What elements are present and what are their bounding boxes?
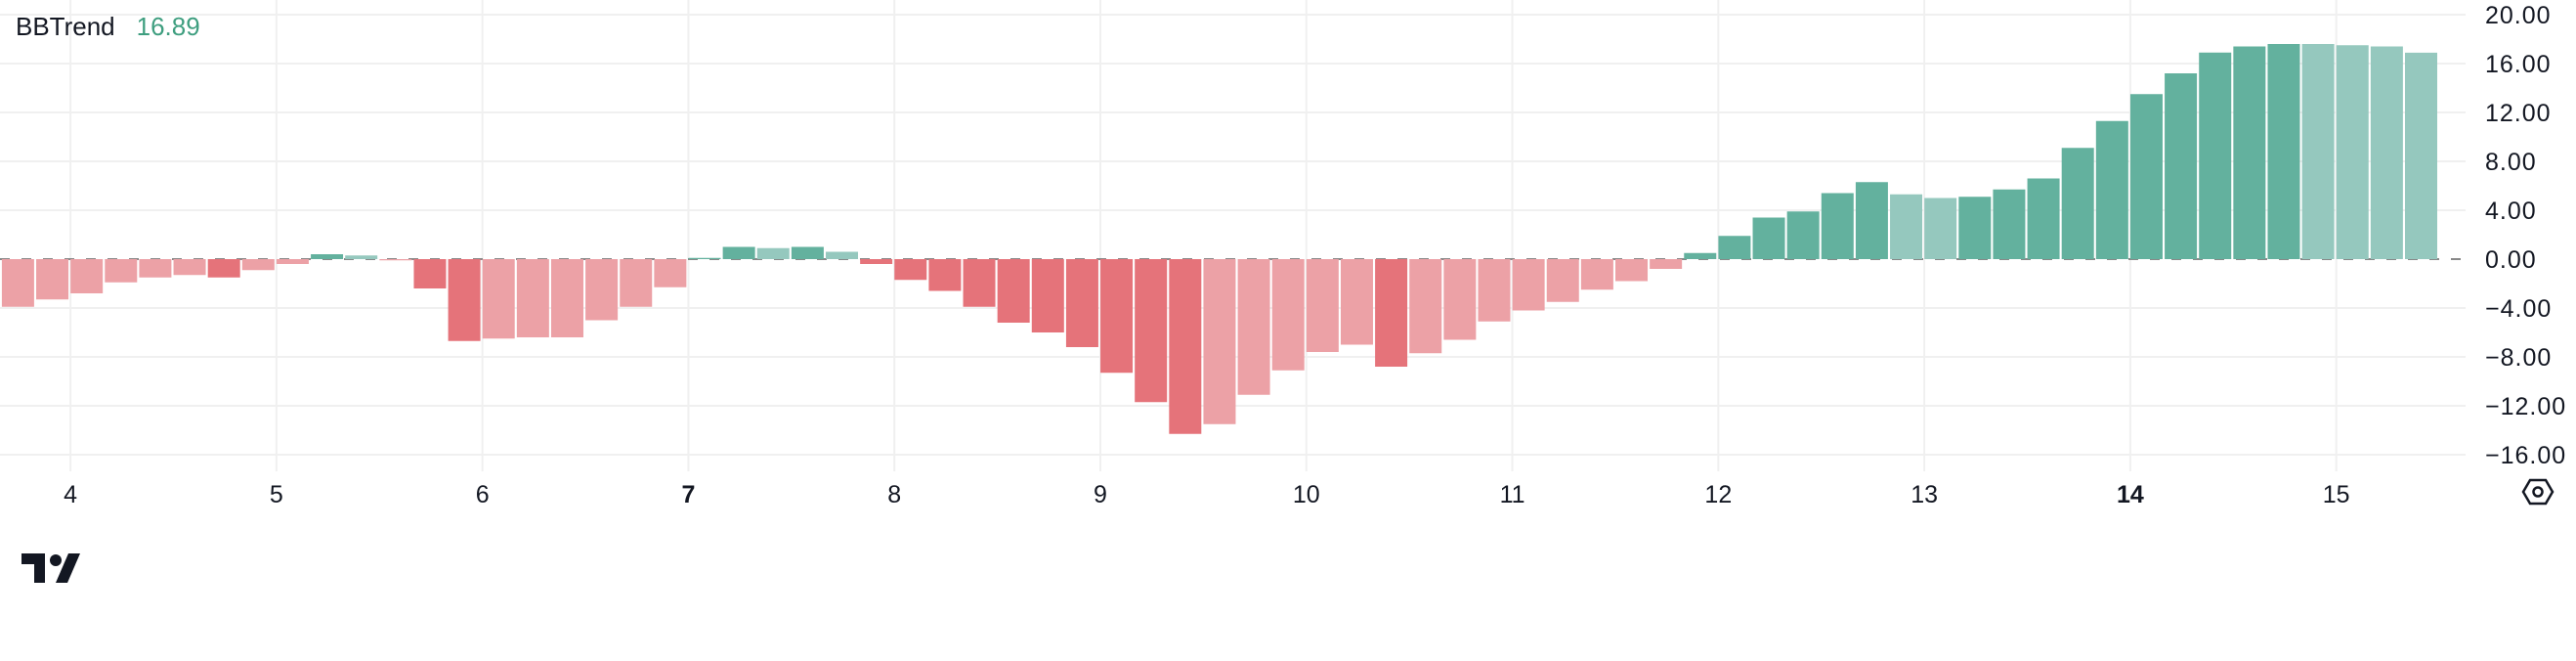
histogram-bar — [2233, 46, 2266, 259]
histogram-bar — [311, 254, 344, 259]
x-tick-label: 8 — [887, 481, 901, 508]
histogram-bar — [1237, 259, 1270, 395]
histogram-bar — [276, 259, 309, 264]
histogram-bar — [1786, 211, 1820, 259]
histogram-bar — [2095, 120, 2128, 259]
histogram-bar — [1958, 197, 1992, 259]
x-tick-label: 14 — [2117, 481, 2144, 508]
histogram-bar — [207, 259, 240, 278]
x-tick-label: 13 — [1911, 481, 1938, 508]
y-tick-label: −4.00 — [2485, 295, 2552, 323]
histogram-bar — [963, 259, 996, 307]
histogram-bar — [2370, 46, 2403, 259]
x-tick-label: 9 — [1094, 481, 1107, 508]
histogram-bar — [620, 259, 653, 307]
settings-hexagon-icon[interactable] — [2521, 477, 2555, 511]
y-tick-label: 4.00 — [2485, 198, 2537, 225]
indicator-legend: BBTrend 16.89 — [16, 12, 200, 42]
x-tick-label: 5 — [270, 481, 283, 508]
histogram-bar — [1650, 259, 1683, 269]
histogram-bar — [1546, 259, 1579, 302]
histogram-bar — [1718, 236, 1751, 259]
histogram-bar — [1135, 259, 1168, 403]
histogram-bar — [2336, 45, 2369, 259]
histogram-bar — [688, 257, 721, 259]
histogram-bar — [1443, 259, 1477, 340]
histogram-bar — [791, 246, 824, 259]
histogram-bar — [139, 259, 172, 278]
histogram-bar — [1100, 259, 1134, 374]
histogram-bar — [345, 255, 378, 259]
histogram-bar — [105, 259, 138, 283]
y-tick-label: 20.00 — [2485, 2, 2552, 29]
histogram-bar — [1306, 259, 1339, 352]
tradingview-logo[interactable] — [21, 553, 80, 590]
histogram-bar — [173, 259, 206, 276]
histogram-bar — [1340, 259, 1373, 345]
x-tick-label: 11 — [1500, 481, 1525, 508]
indicator-name: BBTrend — [16, 12, 115, 41]
histogram-bar — [1993, 189, 2026, 259]
histogram-bar — [1615, 259, 1649, 282]
x-tick-label: 7 — [681, 481, 695, 508]
histogram-bar — [722, 246, 755, 259]
histogram-bar — [1409, 259, 1442, 354]
histogram-bar — [2267, 44, 2300, 259]
x-tick-label: 6 — [476, 481, 490, 508]
y-tick-label: 16.00 — [2485, 51, 2552, 78]
x-tick-label: 10 — [1293, 481, 1320, 508]
histogram-bar — [2199, 52, 2232, 259]
histogram-bar — [1375, 259, 1408, 367]
histogram-bar — [482, 259, 515, 339]
histogram-bar — [550, 259, 583, 337]
x-tick-label: 12 — [1704, 481, 1732, 508]
histogram-bar — [1, 259, 34, 307]
indicator-value: 16.89 — [136, 12, 200, 41]
histogram-bar — [36, 259, 69, 300]
histogram-bar — [1065, 259, 1098, 347]
histogram-bar — [1924, 198, 1957, 259]
histogram-bar — [894, 259, 927, 281]
histogram-bar — [2301, 44, 2335, 259]
histogram-bar — [997, 259, 1030, 323]
histogram-bar — [2165, 73, 2198, 259]
y-tick-label: −12.00 — [2485, 393, 2566, 420]
histogram-bar — [1580, 259, 1613, 290]
y-tick-label: −8.00 — [2485, 344, 2552, 372]
histogram-bar — [1512, 259, 1545, 311]
histogram-bar — [2027, 178, 2060, 259]
y-tick-label: 0.00 — [2485, 246, 2537, 274]
histogram-bar — [2405, 52, 2437, 259]
y-tick-label: −16.00 — [2485, 442, 2566, 469]
histogram-bar — [826, 251, 859, 259]
histogram-bar — [241, 259, 275, 271]
histogram-bar — [1821, 193, 1854, 259]
x-tick-label: 4 — [64, 481, 77, 508]
histogram-bar — [379, 259, 412, 261]
histogram-bar — [1752, 217, 1785, 259]
histogram-bar — [70, 259, 104, 293]
histogram-bar — [654, 259, 687, 287]
histogram-bar — [2061, 148, 2094, 259]
x-tick-label: 15 — [2323, 481, 2350, 508]
histogram-bar — [1890, 194, 1923, 259]
histogram-bar — [1031, 259, 1064, 332]
histogram-bar — [1203, 259, 1236, 424]
histogram-bar — [413, 259, 447, 288]
histogram-bar — [1271, 259, 1305, 371]
histogram-bar — [516, 259, 549, 337]
y-tick-label: 12.00 — [2485, 100, 2552, 127]
histogram-bar — [585, 259, 619, 321]
histogram-bar — [860, 259, 893, 264]
y-tick-label: 8.00 — [2485, 149, 2537, 176]
histogram-bar — [1169, 259, 1202, 434]
histogram-bar — [928, 259, 962, 291]
histogram-bar — [2129, 94, 2163, 259]
histogram-bar — [448, 259, 481, 341]
histogram-bar — [1855, 182, 1888, 259]
histogram-bar — [1684, 252, 1717, 259]
histogram-bar — [1478, 259, 1511, 322]
histogram-bar — [756, 247, 790, 259]
